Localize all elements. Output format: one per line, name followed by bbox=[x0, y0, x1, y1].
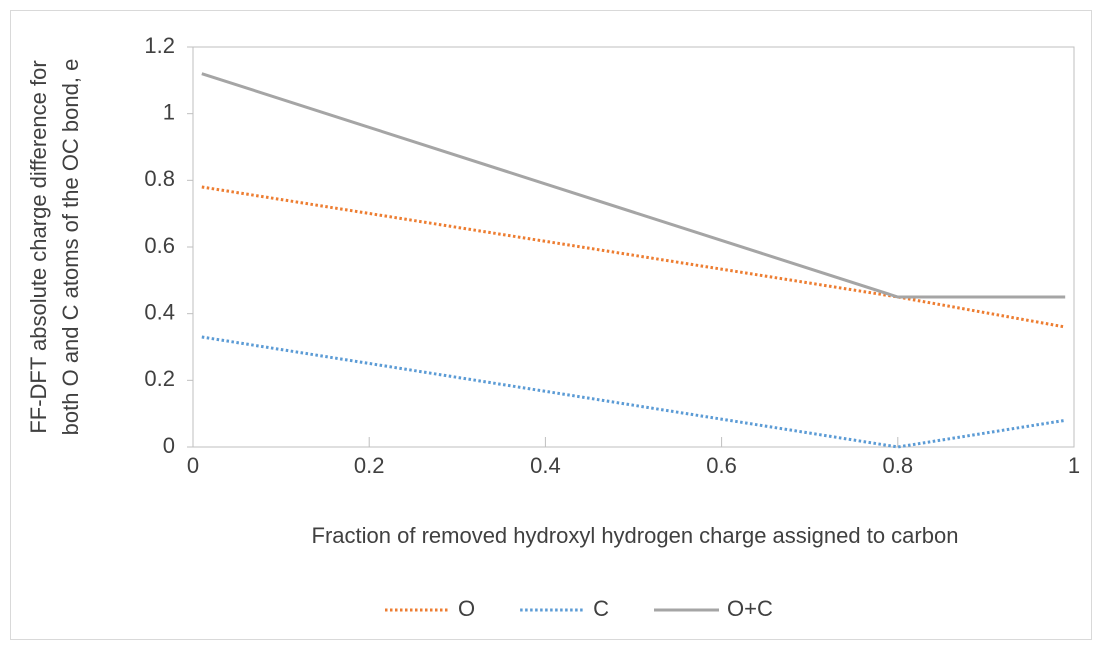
y-tick-label: 0.2 bbox=[144, 366, 175, 391]
x-axis-label: Fraction of removed hydroxyl hydrogen ch… bbox=[312, 523, 959, 548]
y-tick-label: 1 bbox=[163, 99, 175, 124]
y-tick-label: 0.6 bbox=[144, 233, 175, 258]
x-tick-label: 0.4 bbox=[530, 453, 561, 478]
chart-frame bbox=[10, 10, 1092, 640]
y-tick-label: 0 bbox=[163, 433, 175, 458]
series-line bbox=[201, 72, 1066, 299]
y-tick-label: 0.4 bbox=[144, 299, 175, 324]
x-tick-label: 0.2 bbox=[354, 453, 385, 478]
legend-label: C bbox=[593, 596, 609, 621]
x-tick-label: 0.6 bbox=[706, 453, 737, 478]
x-tick-label: 0.8 bbox=[883, 453, 914, 478]
y-axis-label: both O and C atoms of the OC bond, e bbox=[58, 59, 83, 436]
y-tick-label: 1.2 bbox=[144, 33, 175, 58]
legend-label: O bbox=[458, 596, 475, 621]
x-tick-label: 0 bbox=[187, 453, 199, 478]
x-tick-label: 1 bbox=[1068, 453, 1080, 478]
y-tick-label: 0.8 bbox=[144, 166, 175, 191]
y-axis-label: FF-DFT absolute charge difference for bbox=[26, 60, 51, 433]
legend-label: O+C bbox=[727, 596, 773, 621]
